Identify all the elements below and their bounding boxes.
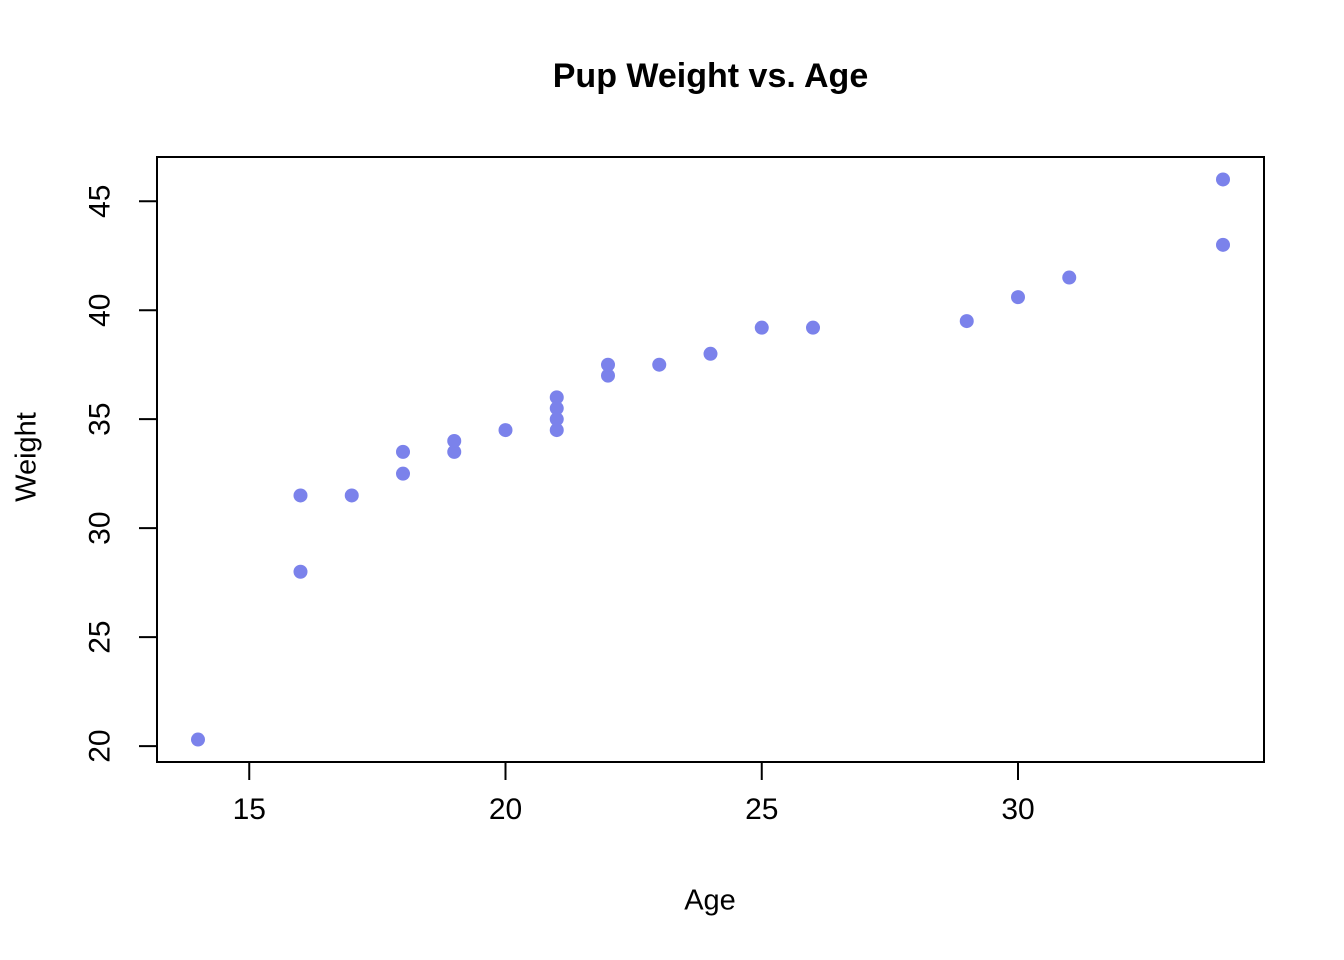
- x-axis-label: Age: [684, 884, 736, 917]
- data-point: [293, 488, 308, 503]
- y-tick-label: 35: [84, 402, 117, 435]
- data-point: [447, 433, 462, 448]
- data-point: [754, 320, 769, 335]
- data-point: [191, 732, 205, 747]
- data-point: [549, 390, 564, 405]
- y-tick-label: 40: [84, 294, 117, 327]
- data-point: [396, 444, 410, 459]
- y-tick-label: 20: [84, 729, 117, 762]
- x-tick-label: 30: [1001, 793, 1034, 826]
- data-point: [703, 346, 718, 361]
- data-point: [344, 488, 359, 503]
- y-tick-label: 45: [84, 185, 117, 218]
- y-axis-label: Weight: [10, 412, 43, 502]
- data-point: [1011, 290, 1025, 305]
- data-point: [806, 320, 820, 335]
- data-point: [293, 564, 308, 579]
- x-tick-label: 25: [745, 793, 778, 826]
- data-point: [498, 423, 513, 438]
- plot-box: [156, 156, 1265, 763]
- data-point: [652, 357, 667, 372]
- y-tick-label: 30: [84, 511, 117, 544]
- y-tick-label: 25: [84, 620, 117, 653]
- data-point: [447, 444, 462, 459]
- data-point: [396, 466, 410, 481]
- data-point: [549, 423, 564, 438]
- data-point: [959, 314, 974, 329]
- data-point: [601, 357, 615, 372]
- data-point: [1216, 172, 1230, 187]
- data-point: [549, 412, 564, 427]
- data-point: [1216, 237, 1230, 252]
- x-tick-label: 20: [489, 793, 522, 826]
- data-point: [1062, 270, 1077, 285]
- x-tick-label: 15: [233, 793, 266, 826]
- data-point: [601, 368, 615, 383]
- chart-title: Pup Weight vs. Age: [552, 57, 869, 95]
- data-point: [549, 401, 564, 416]
